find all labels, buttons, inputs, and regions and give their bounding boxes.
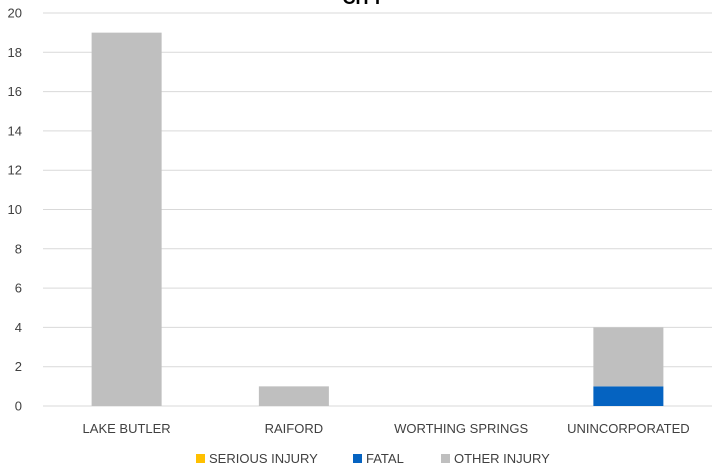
- bar-unincorporated-other-injury: [593, 327, 664, 387]
- y-tick-label: 16: [8, 84, 22, 99]
- bar-lake-butler-other-injury: [91, 32, 162, 407]
- y-tick-label: 12: [8, 163, 22, 178]
- x-axis: LAKE BUTLER RAIFORD WORTHING SPRINGS UNINCO…: [83, 421, 690, 436]
- y-tick-label: 8: [15, 241, 22, 256]
- legend-swatch-serious-injury: [196, 454, 205, 463]
- bar-unincorporated-fatal: [593, 386, 664, 406]
- x-category-label: LAKE BUTLER: [83, 421, 171, 436]
- chart-title: CITY: [342, 0, 383, 8]
- bars: [91, 32, 664, 407]
- x-category-label: UNINCORPORATED: [567, 421, 690, 436]
- y-tick-label: 6: [15, 281, 22, 296]
- legend-label: OTHER INJURY: [454, 451, 550, 466]
- legend-swatch-fatal: [353, 454, 362, 463]
- y-tick-label: 2: [15, 359, 22, 374]
- legend-swatch-other-injury: [441, 454, 450, 463]
- x-category-label: WORTHING SPRINGS: [394, 421, 528, 436]
- y-tick-label: 4: [15, 320, 22, 335]
- y-tick-label: 10: [8, 202, 22, 217]
- y-tick-label: 20: [8, 6, 22, 21]
- y-tick-label: 14: [8, 123, 22, 138]
- y-tick-label: 0: [15, 399, 22, 414]
- y-axis: 0 2 4 6 8 10 12 14 16 18 20: [8, 6, 22, 414]
- legend-label: SERIOUS INJURY: [209, 451, 318, 466]
- legend: SERIOUS INJURY FATAL OTHER INJURY: [196, 451, 550, 466]
- y-tick-label: 18: [8, 45, 22, 60]
- legend-label: FATAL: [366, 451, 404, 466]
- x-category-label: RAIFORD: [265, 421, 324, 436]
- bar-raiford-other-injury: [258, 386, 329, 406]
